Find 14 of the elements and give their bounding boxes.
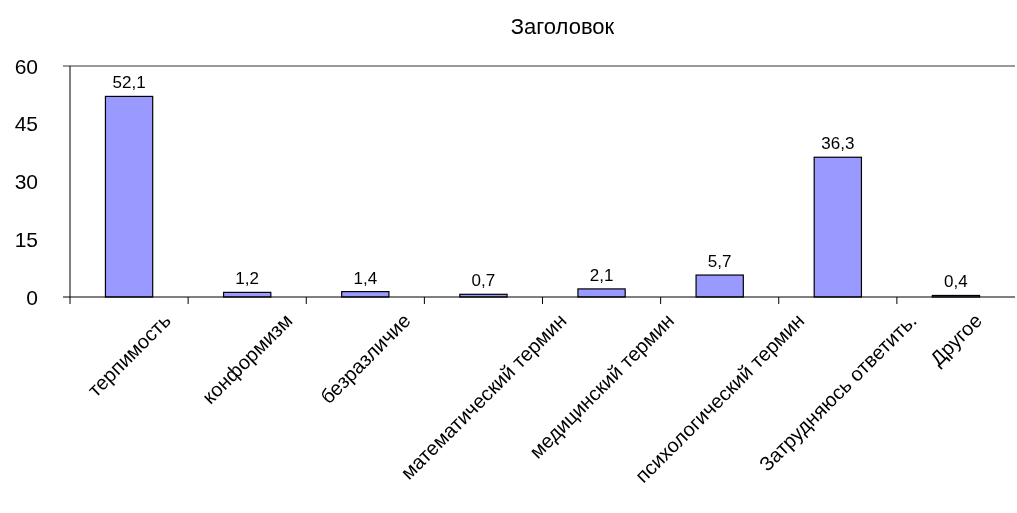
data-label: 1,4 — [353, 268, 378, 288]
y-tick-label: 15 — [14, 227, 38, 251]
y-tick-label: 45 — [14, 112, 38, 136]
data-label: 0,7 — [471, 271, 496, 291]
y-tick-label: 30 — [14, 170, 38, 193]
data-label: 36,3 — [821, 134, 855, 154]
data-label: 5,7 — [707, 252, 732, 272]
y-tick-label: 60 — [14, 54, 38, 78]
data-label: 52,1 — [112, 73, 146, 93]
data-label: 0,4 — [944, 272, 968, 292]
data-label: 2,1 — [589, 265, 614, 285]
y-tick-label: 0 — [26, 285, 38, 309]
data-label: 1,2 — [235, 269, 260, 289]
chart-title: Заголовок — [510, 14, 615, 39]
